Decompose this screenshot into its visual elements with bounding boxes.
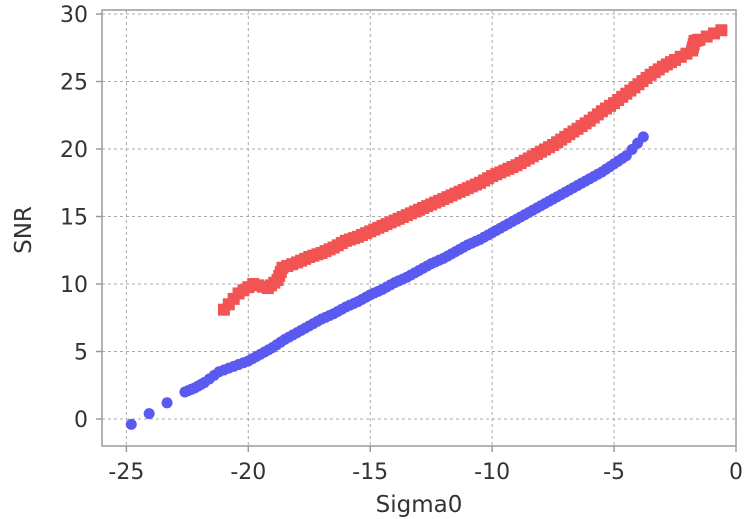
y-tick-label: 30 <box>60 3 88 28</box>
tick-marks <box>96 13 737 452</box>
y-tick-label: 0 <box>74 408 88 433</box>
y-tick-label: 10 <box>60 273 88 298</box>
y-tick-label: 20 <box>60 138 88 163</box>
x-tick-label: -20 <box>230 460 266 485</box>
series-0 <box>217 24 728 316</box>
x-tick-label: -5 <box>603 460 625 485</box>
data-point <box>161 397 173 409</box>
data-point <box>125 418 137 430</box>
x-tick-label: -10 <box>474 460 510 485</box>
series-layer <box>125 24 728 430</box>
x-tick-label: -15 <box>352 460 388 485</box>
x-tick-label: 0 <box>729 460 743 485</box>
data-point <box>637 131 649 143</box>
series-1 <box>125 131 649 430</box>
y-tick-label: 15 <box>60 206 88 231</box>
y-tick-label: 5 <box>74 341 88 366</box>
x-tick-label: -25 <box>108 460 144 485</box>
y-tick-label: 25 <box>60 71 88 96</box>
tick-labels: -25 -20 -15 -10 -5 0 0 5 10 15 20 25 30 <box>60 3 743 485</box>
data-point <box>143 408 155 420</box>
data-point <box>715 24 728 37</box>
x-axis-title: Sigma0 <box>376 492 463 518</box>
y-axis-title: SNR <box>11 206 37 254</box>
